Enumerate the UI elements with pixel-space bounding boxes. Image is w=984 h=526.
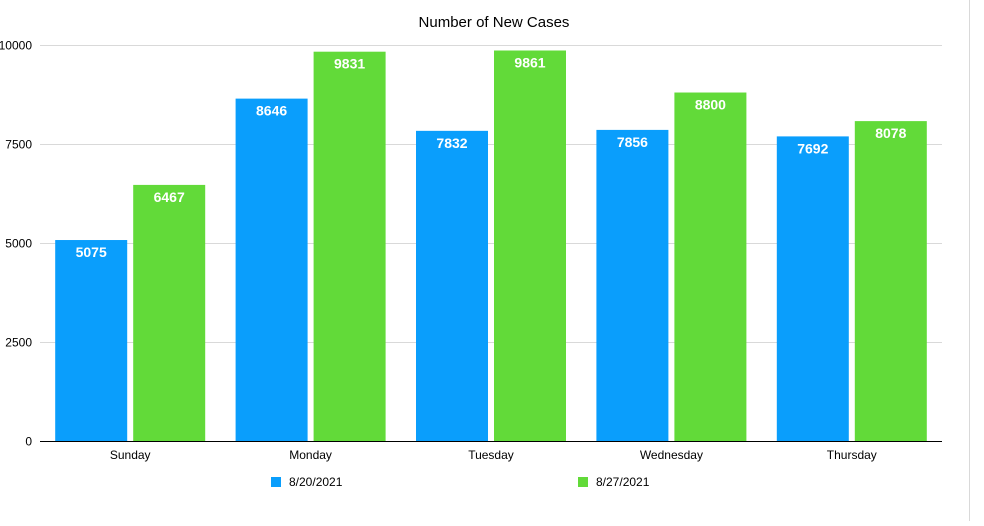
panel-edge <box>969 0 984 521</box>
y-tick-label: 7500 <box>5 138 32 152</box>
bar-tuesday-series-2 <box>494 50 566 442</box>
bar-wednesday-series-2 <box>674 92 747 442</box>
x-tick-label: Wednesday <box>640 448 703 462</box>
y-tick-label: 10000 <box>0 39 32 53</box>
bar-sunday-series-1 <box>55 240 128 441</box>
bar-monday-series-1 <box>235 98 308 441</box>
x-tick-label: Monday <box>289 448 332 462</box>
data-label: 8800 <box>695 97 726 113</box>
y-tick-label: 2500 <box>5 336 32 350</box>
bar-chart: 5075 6467 8646 9831 7832 9861 7856 8800 7692 8078… <box>0 14 942 489</box>
data-label: 8078 <box>875 125 906 141</box>
data-label: 7692 <box>797 140 828 156</box>
data-label: 9861 <box>514 55 545 71</box>
bar-monday-series-2 <box>313 51 386 441</box>
legend: 8/20/2021 8/27/2021 <box>271 475 650 489</box>
x-tick-label: Thursday <box>827 448 877 462</box>
y-tick-label: 5000 <box>5 237 32 251</box>
data-label: 9831 <box>334 56 365 72</box>
legend-swatch-series-2 <box>578 477 588 487</box>
data-label: 7856 <box>617 134 648 150</box>
bar-wednesday-series-1 <box>596 129 669 441</box>
data-label: 8646 <box>256 103 287 119</box>
x-tick-label: Sunday <box>110 448 151 462</box>
bars: 5075 6467 8646 9831 7832 9861 7856 8800 7692 8078 <box>55 50 927 442</box>
legend-label: 8/27/2021 <box>596 475 650 489</box>
data-label: 6467 <box>154 189 185 205</box>
bar-tuesday-series-1 <box>416 130 488 442</box>
data-label: 7832 <box>436 135 467 151</box>
axes: Number of New Cases 0 2500 5000 7500 10000 Su… <box>0 14 942 462</box>
legend-swatch-series-1 <box>271 477 281 487</box>
data-label: 5075 <box>76 244 107 260</box>
legend-label: 8/20/2021 <box>289 475 343 489</box>
bar-thursday-series-2 <box>854 121 927 441</box>
x-tick-label: Tuesday <box>468 448 514 462</box>
chart-title: Number of New Cases <box>419 14 570 31</box>
y-tick-label: 0 <box>25 435 32 449</box>
bar-sunday-series-2 <box>133 184 206 441</box>
bar-thursday-series-1 <box>776 136 849 442</box>
